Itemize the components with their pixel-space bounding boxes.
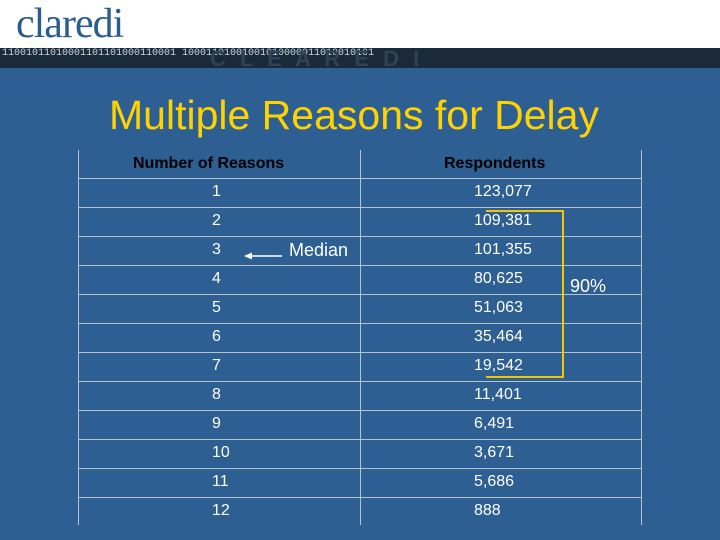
cell-respondents: 80,625 xyxy=(474,270,523,287)
cell-respondents: 888 xyxy=(474,502,501,519)
cell-respondents: 11,401 xyxy=(474,386,522,403)
claredi-logo: claredi xyxy=(16,1,124,47)
cell-number-of-reasons: 11 xyxy=(212,473,229,490)
cell-number-of-reasons: 7 xyxy=(212,357,221,374)
row-separator xyxy=(78,410,642,411)
cell-number-of-reasons: 3 xyxy=(212,241,221,258)
column-header-number-of-reasons: Number of Reasons xyxy=(133,155,285,172)
cell-respondents: 6,491 xyxy=(474,415,515,432)
column-header-respondents: Respondents xyxy=(444,155,546,172)
reasons-table: Number of Reasons Respondents 1 123,077 2 1… xyxy=(78,150,642,525)
ninety-percent-label: 90% xyxy=(570,276,607,296)
cell-number-of-reasons: 5 xyxy=(212,299,221,316)
cell-number-of-reasons: 10 xyxy=(212,444,230,461)
binary-banner: 11001011010001101101000110001 1000110100… xyxy=(0,48,720,68)
cell-number-of-reasons: 4 xyxy=(212,270,221,287)
slide-header: claredi xyxy=(0,0,720,48)
cell-respondents: 123,077 xyxy=(474,183,532,200)
cell-respondents: 19,542 xyxy=(474,357,523,374)
median-label: Median xyxy=(289,240,349,260)
cell-respondents: 35,464 xyxy=(474,328,523,345)
row-separator xyxy=(78,468,642,469)
slide-title: Multiple Reasons for Delay xyxy=(109,92,599,138)
cell-respondents: 5,686 xyxy=(474,473,515,490)
row-separator xyxy=(78,497,642,498)
median-arrow-icon xyxy=(244,252,282,260)
ninety-percent-bracket xyxy=(486,210,564,378)
row-separator xyxy=(78,323,642,324)
row-separator xyxy=(78,265,642,266)
table-border-right xyxy=(641,150,642,525)
row-separator xyxy=(78,381,642,382)
row-separator xyxy=(78,352,642,353)
cell-number-of-reasons: 9 xyxy=(212,415,221,432)
cell-number-of-reasons: 8 xyxy=(212,386,221,403)
row-separator xyxy=(78,207,642,208)
binary-text: 11001011010001101101000110001 1000110100… xyxy=(2,48,375,59)
binary-banner-watermark: C L E A R E D I xyxy=(210,48,424,68)
row-separator xyxy=(78,236,642,237)
cell-number-of-reasons: 2 xyxy=(212,212,221,229)
cell-respondents: 3,671 xyxy=(474,444,515,461)
table-column-divider xyxy=(360,150,361,525)
cell-number-of-reasons: 12 xyxy=(212,502,230,519)
row-separator xyxy=(78,439,642,440)
cell-number-of-reasons: 1 xyxy=(212,183,221,200)
cell-respondents: 51,063 xyxy=(474,299,523,316)
row-separator xyxy=(78,294,642,295)
cell-number-of-reasons: 6 xyxy=(212,328,221,345)
cell-respondents: 109,381 xyxy=(474,212,532,229)
table-border-left xyxy=(78,150,79,525)
cell-respondents: 101,355 xyxy=(474,241,532,258)
row-separator xyxy=(78,178,642,179)
